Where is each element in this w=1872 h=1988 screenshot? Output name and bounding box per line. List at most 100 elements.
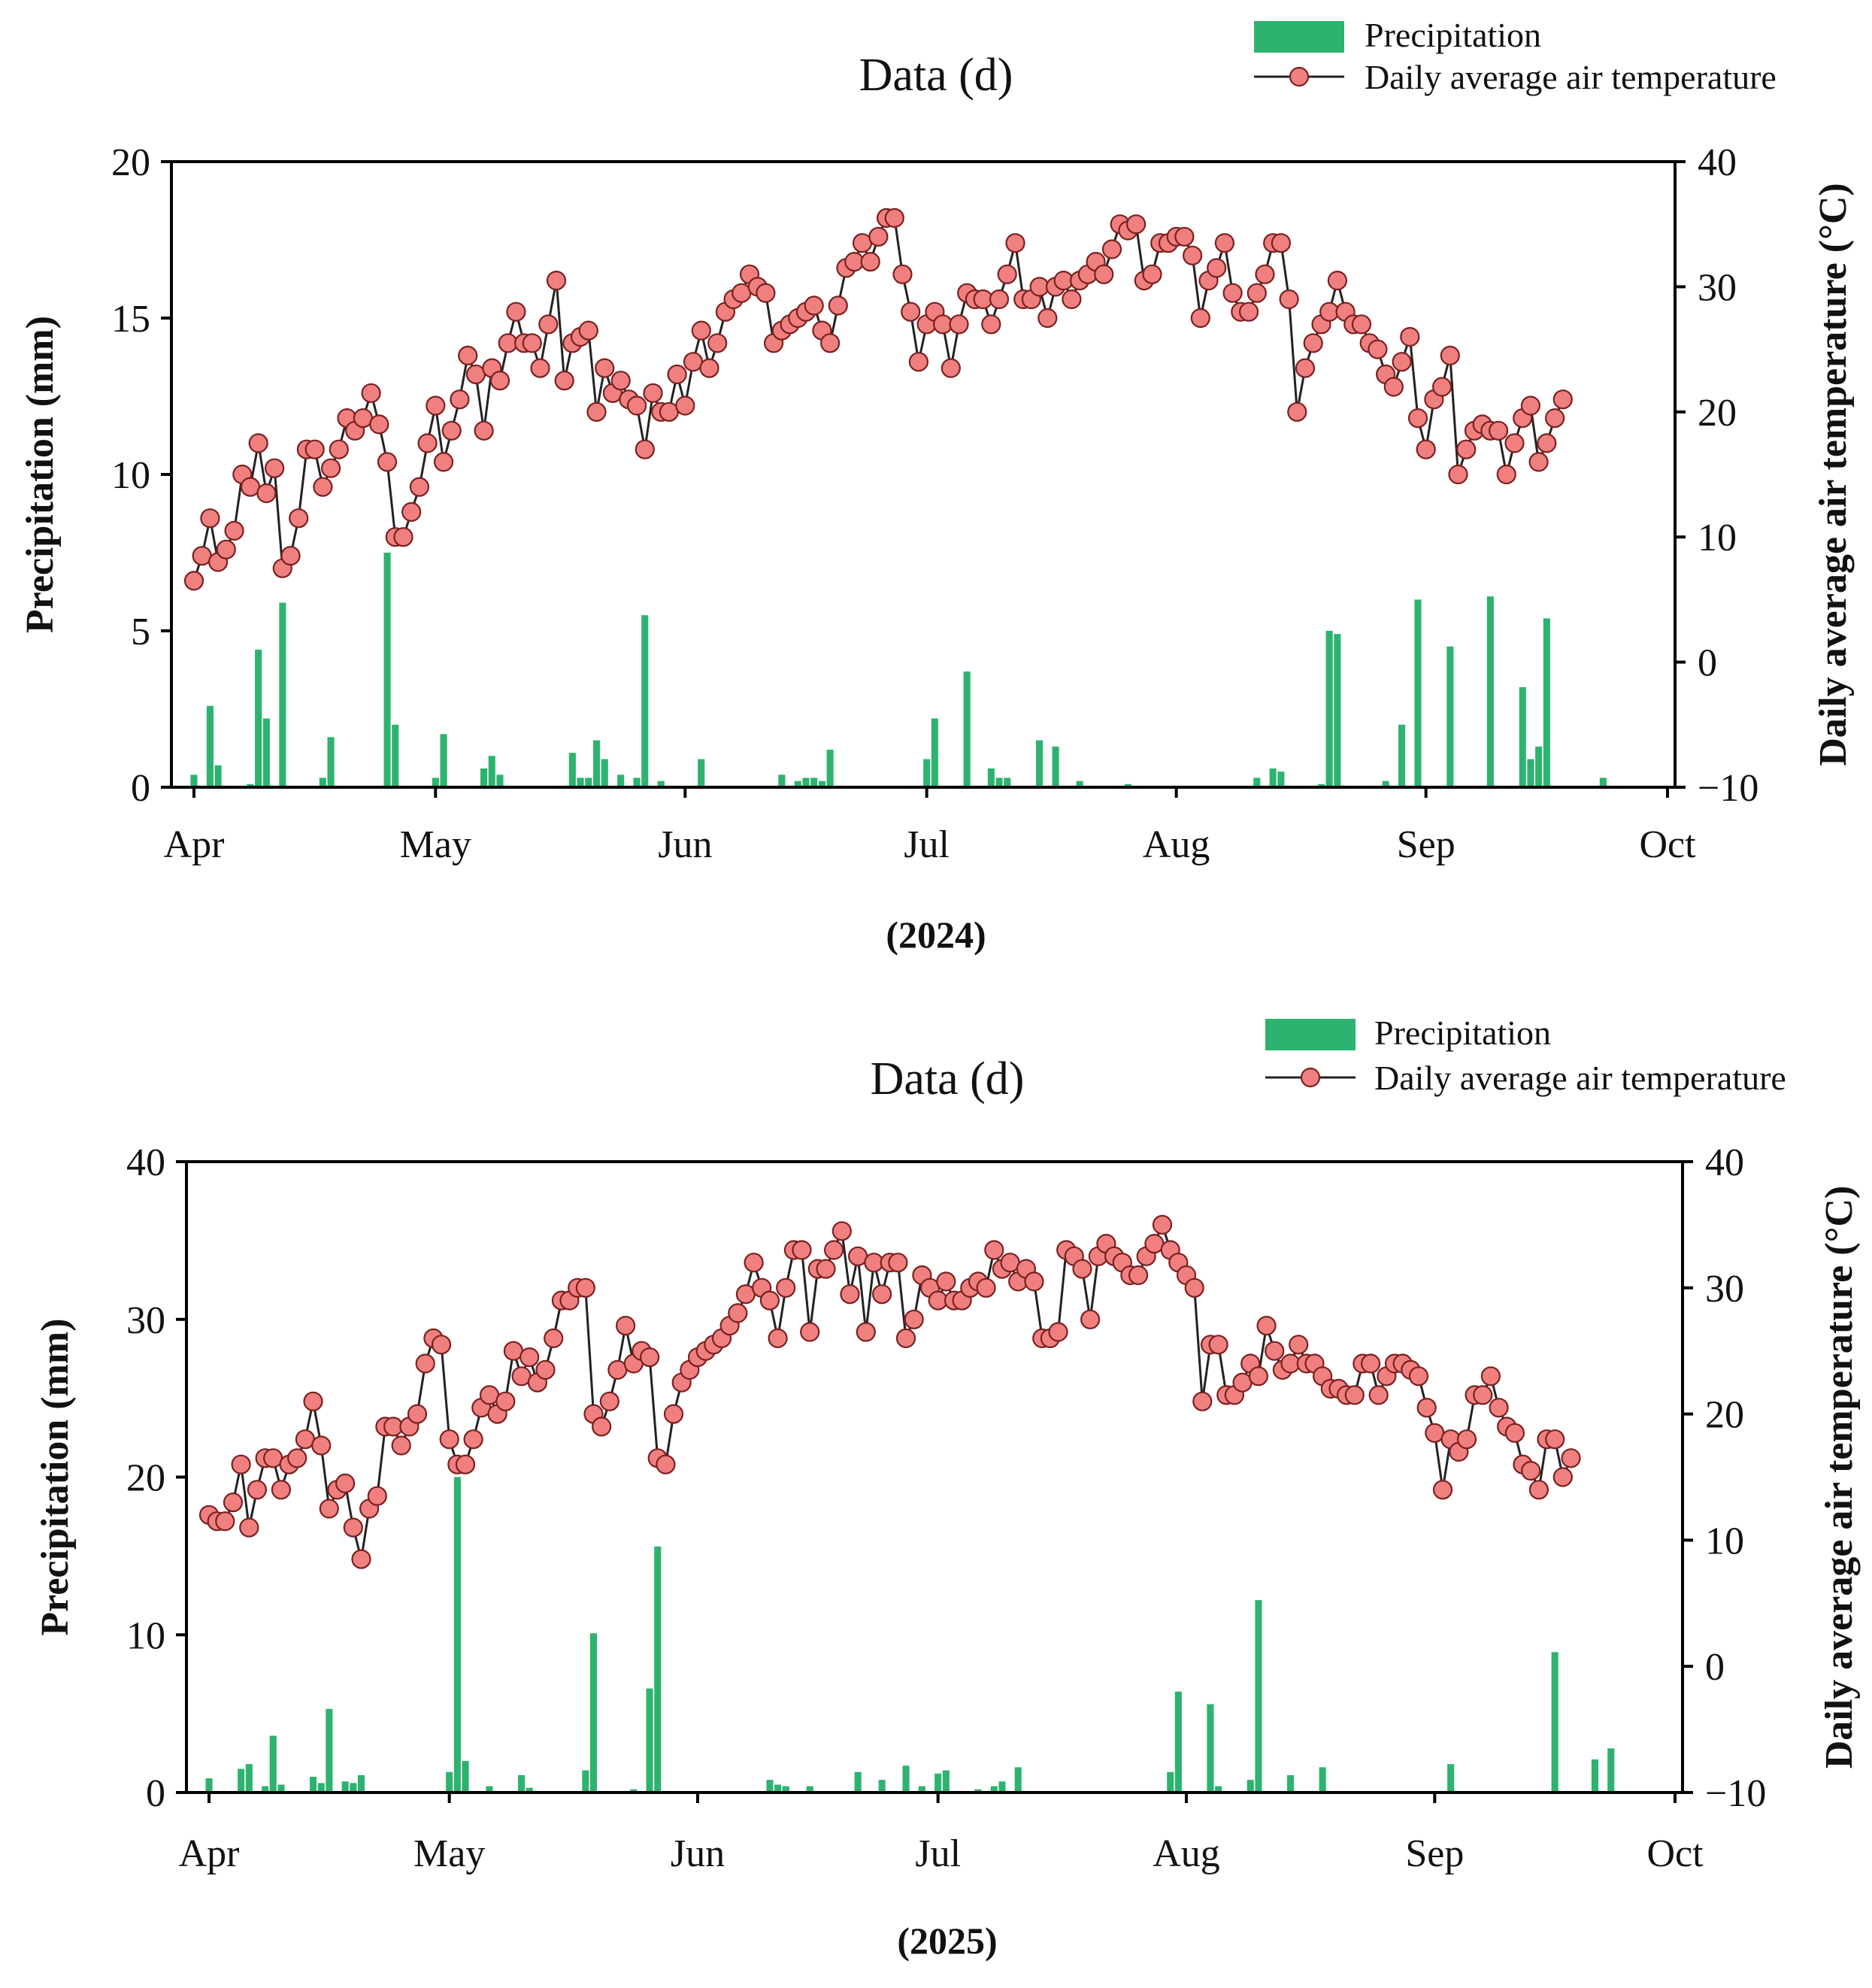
temperature-point	[635, 439, 655, 459]
temperature-point	[369, 414, 389, 435]
temperature-point	[417, 433, 438, 453]
precipitation-bar	[1215, 1786, 1222, 1793]
temperature-point	[744, 1253, 764, 1273]
precipitation-bar	[1527, 759, 1534, 787]
legend-bar-swatch	[1254, 21, 1344, 53]
x-tick-label: Sep	[1397, 823, 1455, 866]
precipitation-bar	[902, 1765, 910, 1793]
temperature-point	[458, 345, 478, 365]
precipitation-bar	[1519, 686, 1526, 787]
precipitation-bar	[446, 1771, 453, 1793]
temperature-point	[626, 395, 647, 416]
precipitation-bar	[1599, 777, 1607, 787]
temperature-point	[231, 1454, 251, 1474]
temperature-point	[675, 395, 695, 416]
precipitation-bar	[496, 774, 504, 787]
temperature-point	[415, 1353, 435, 1374]
temperature-point	[1456, 439, 1477, 459]
temperature-point	[304, 439, 325, 459]
temperature-point	[1062, 289, 1082, 310]
temperature-point	[441, 420, 462, 441]
precipitation-bar	[987, 768, 995, 787]
temperature-point	[1142, 264, 1162, 284]
temperature-point	[1208, 1335, 1228, 1355]
temperature-point	[1248, 1366, 1269, 1386]
precipitation-bar	[774, 1784, 782, 1793]
y-right-tick-label: 10	[1698, 517, 1737, 559]
temperature-point	[271, 1480, 291, 1500]
temperature-point	[663, 1404, 684, 1424]
temperature-point	[578, 320, 598, 341]
precipitation-bar	[1535, 746, 1543, 787]
temperature-point	[1400, 326, 1420, 347]
y-right-tick-label: 40	[1705, 1141, 1744, 1184]
temperature-point	[1504, 433, 1525, 453]
temperature-point	[1440, 345, 1460, 365]
y-left-tick-label: 10	[126, 1614, 165, 1657]
x-tick-label: Aug	[1143, 823, 1210, 866]
temperature-point	[1545, 1429, 1565, 1450]
year-label: (2025)	[897, 1920, 997, 1962]
precipitation-bar	[1253, 777, 1261, 787]
precipitation-bar	[1124, 783, 1131, 787]
y-right-tick-label: 20	[1705, 1394, 1744, 1437]
temperature-point	[1489, 1398, 1509, 1418]
temperature-point	[223, 1492, 244, 1513]
precipitation-bar	[526, 1787, 533, 1793]
temperature-point	[1537, 433, 1557, 453]
temperature-point	[819, 333, 841, 353]
temperature-point	[433, 452, 454, 472]
precipitation-bar	[657, 780, 665, 787]
y-left-tick-label: 0	[131, 767, 150, 810]
legend-marker-swatch	[1289, 66, 1310, 87]
temperature-point	[200, 508, 220, 529]
precipitation-bar	[383, 553, 391, 787]
precipitation-bar	[818, 780, 825, 787]
precipitation-bar	[480, 768, 488, 787]
temperature-point	[1246, 283, 1267, 303]
temperature-point	[1289, 1335, 1309, 1355]
temperature-point	[981, 314, 1001, 335]
x-tick-label: Jun	[658, 823, 712, 866]
y-left-tick-label: 5	[131, 611, 150, 653]
precipitation-bar	[974, 1789, 982, 1793]
temperature-point	[426, 395, 446, 416]
temperature-point	[391, 1435, 411, 1456]
precipitation-bar	[205, 1778, 213, 1793]
precipitation-bar	[617, 774, 625, 787]
temperature-point	[1174, 226, 1195, 247]
temperature-point	[506, 302, 526, 322]
chart-1: Data (d) 0 5 10 15 20 −10 0 10 20 30 40 Apr May Jun Jul…	[19, 16, 1855, 956]
temperature-point	[804, 295, 824, 316]
precipitation-bars	[205, 1477, 1615, 1793]
temperature-point	[321, 458, 341, 478]
precipitation-bar	[1543, 618, 1550, 787]
y-right-tick-label: 40	[1698, 141, 1737, 184]
precipitation-bar	[1052, 746, 1059, 787]
temperature-point	[367, 1486, 387, 1506]
temperature-point	[1182, 245, 1203, 265]
temperature-point	[936, 1271, 956, 1292]
temperature-point	[1528, 1480, 1549, 1500]
temperature-point	[1408, 1366, 1429, 1386]
precipitation-bar	[310, 1777, 317, 1793]
temperature-point	[908, 352, 929, 372]
temperature-point	[823, 1240, 844, 1260]
temperature-point	[535, 1359, 556, 1380]
temperature-point	[575, 1277, 595, 1298]
temperature-point	[792, 1240, 812, 1260]
temperature-point	[1416, 439, 1436, 459]
temperature-point	[728, 1303, 748, 1323]
temperature-point	[377, 452, 398, 472]
precipitation-bar	[630, 1789, 638, 1793]
y-right-tick-label: −10	[1705, 1772, 1766, 1815]
temperature-point	[319, 1499, 339, 1519]
precipitation-bar	[1207, 1704, 1214, 1793]
temperature-point	[1521, 1460, 1541, 1481]
precipitation-bar	[518, 1774, 526, 1793]
temperature-markers	[198, 1214, 1581, 1569]
temperature-point	[1128, 1265, 1149, 1286]
temperature-point	[280, 546, 301, 566]
temperature-line	[208, 1221, 1572, 1559]
